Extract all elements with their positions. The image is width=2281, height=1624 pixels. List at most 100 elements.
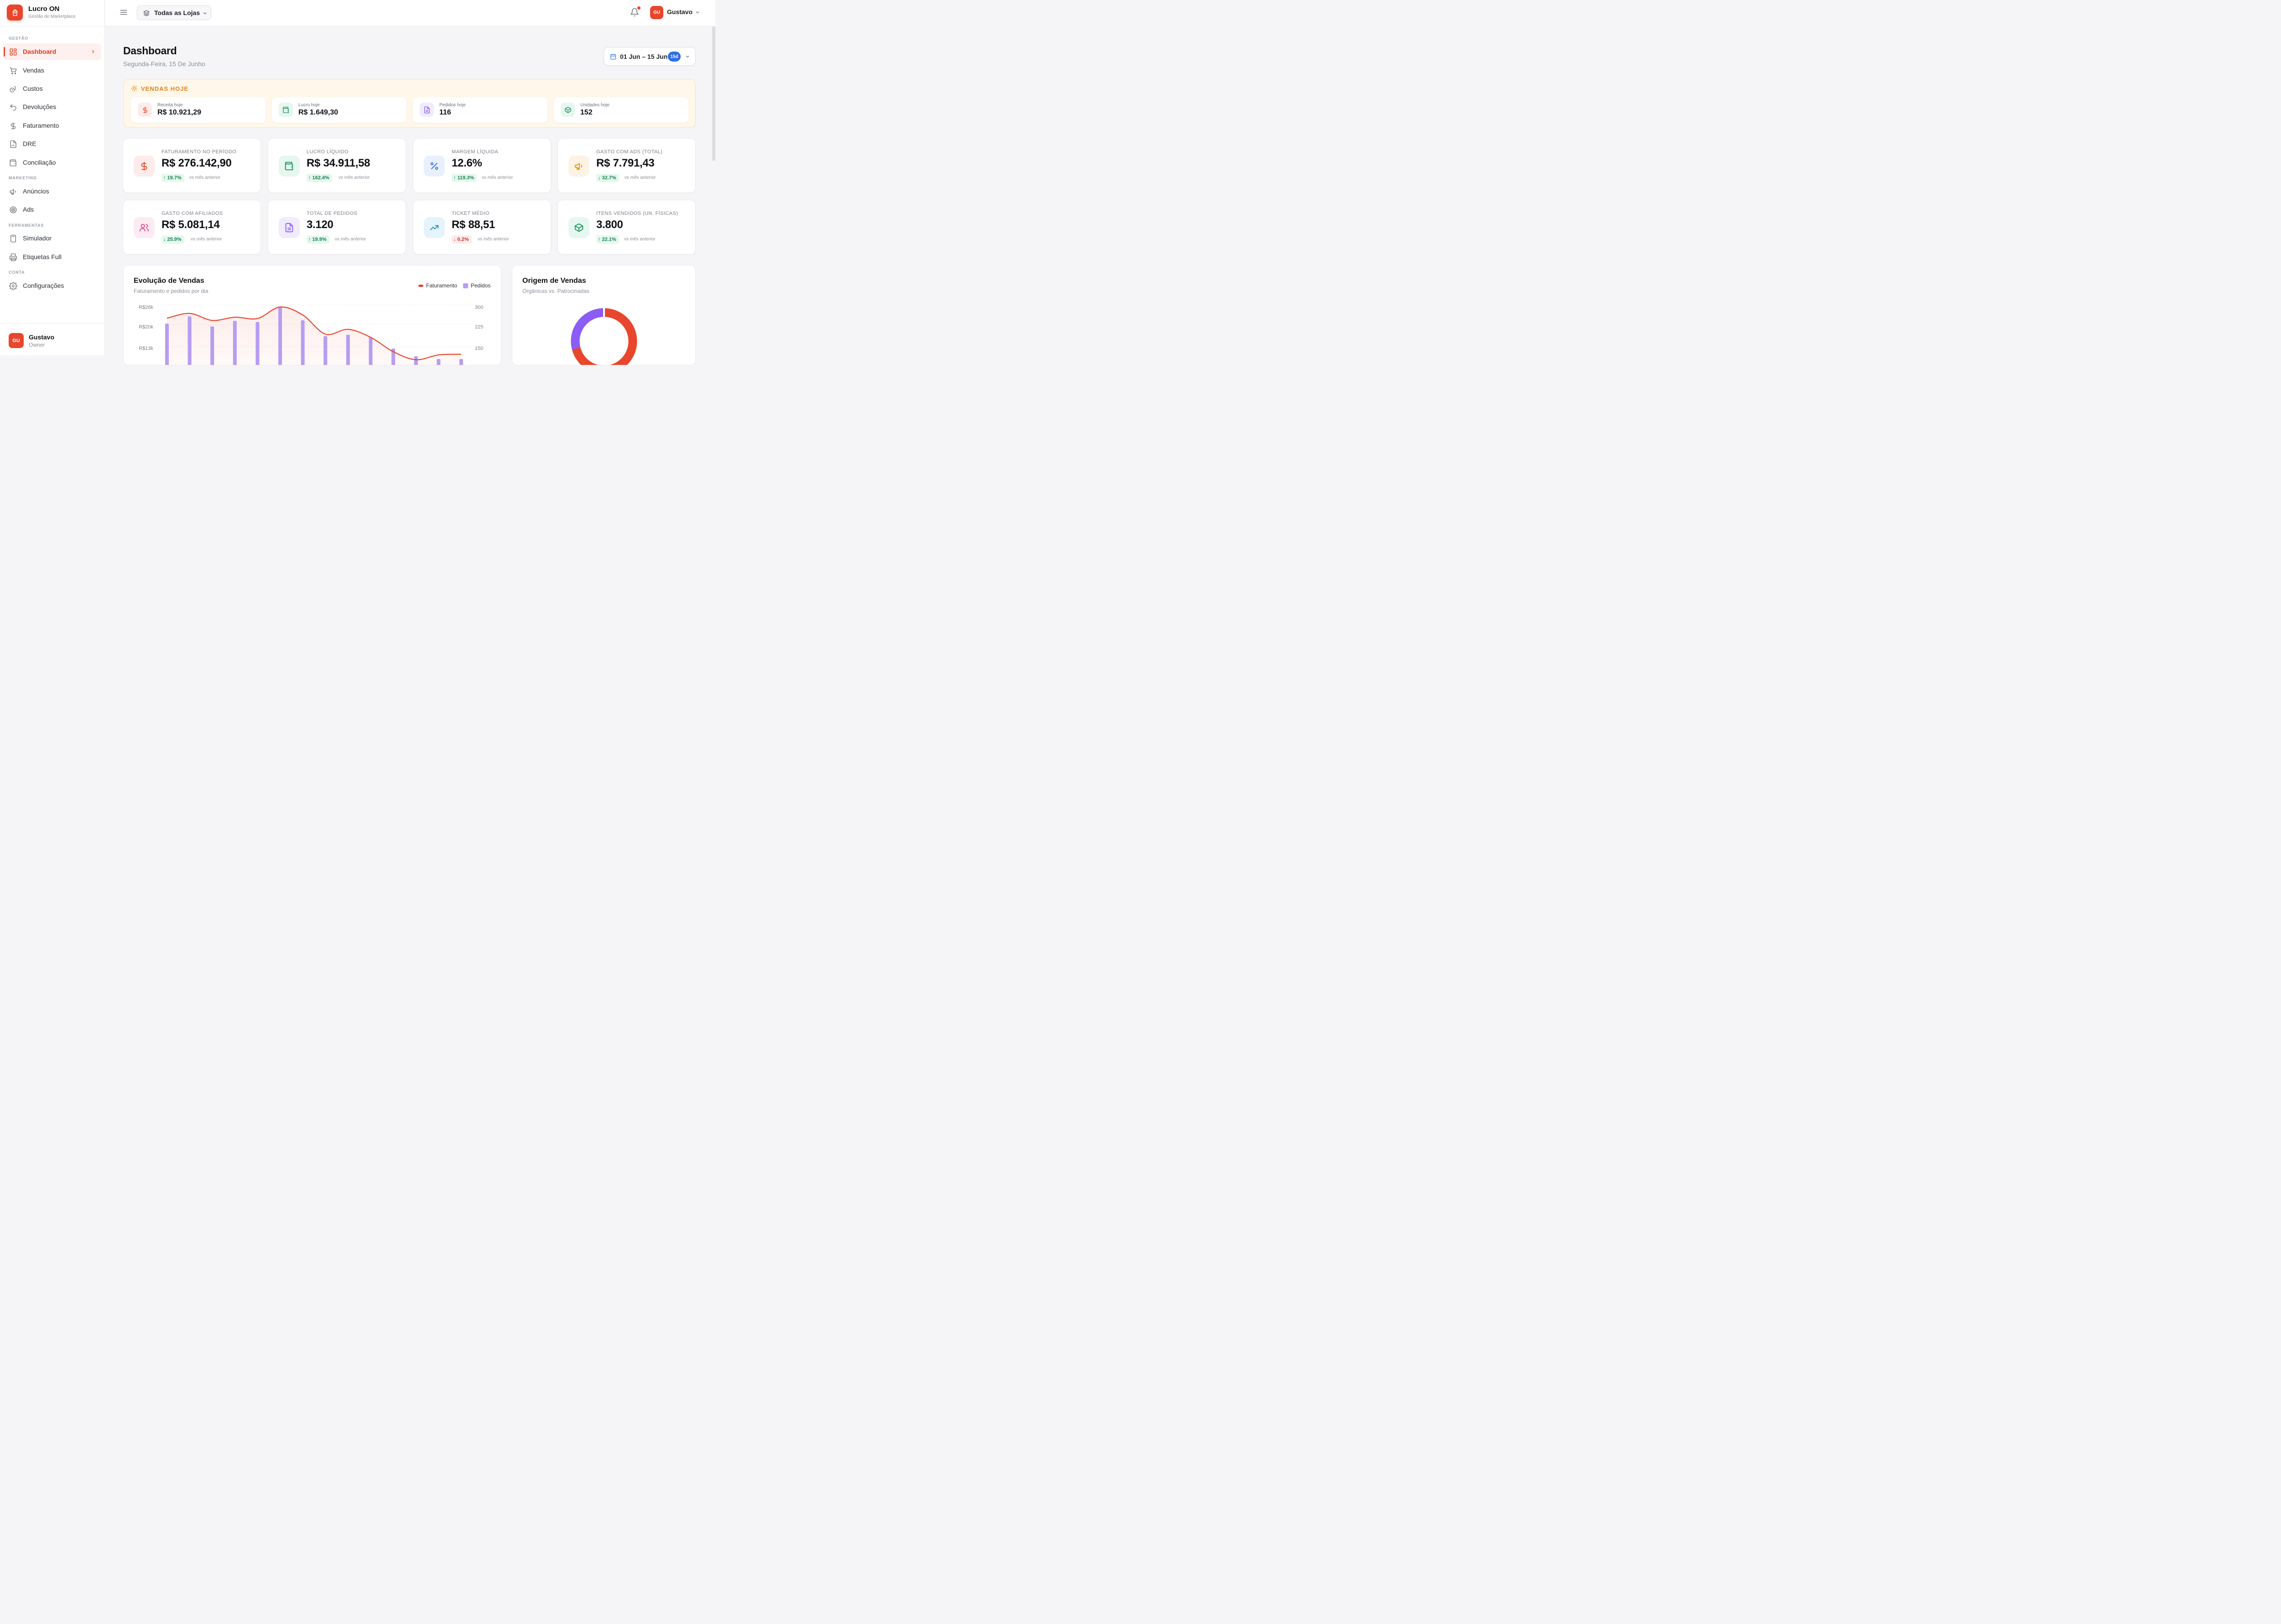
sidebar-user[interactable]: GU Gustavo Owner	[0, 323, 105, 355]
chevron-down-icon	[203, 12, 207, 15]
today-card-label: Receita hoje	[157, 103, 183, 108]
document-icon	[279, 217, 300, 238]
kpi-change-value: 0.2%	[457, 237, 469, 242]
sidebar-item-label: Faturamento	[23, 122, 59, 129]
sidebar-item-label: Dashboard	[23, 48, 57, 55]
sidebar-item-anuncios[interactable]: Anúncios	[4, 183, 101, 200]
kpi-change-value: 22.1%	[602, 237, 616, 242]
sidebar-item-label: Configurações	[23, 282, 64, 289]
arrow-up-icon: ↑	[308, 175, 311, 181]
bar-pedidos	[459, 359, 463, 365]
avatar[interactable]: GU	[650, 6, 663, 19]
chart-subtitle: Faturamento e pedidos por dia	[134, 288, 208, 294]
notification-dot	[637, 6, 641, 10]
megaphone-icon	[568, 156, 589, 177]
chart-title: Origem de Vendas	[522, 277, 586, 285]
sidebar-item-vendas[interactable]: Vendas	[4, 62, 101, 79]
box-icon	[561, 103, 575, 117]
kpi-change-value: 162.4%	[312, 175, 329, 181]
shopping-bag-icon	[7, 5, 23, 21]
chart-title: Evolução de Vendas	[134, 277, 204, 285]
hamburger-menu-icon[interactable]	[120, 8, 128, 16]
bar-pedidos	[210, 326, 214, 365]
users-icon	[134, 217, 155, 238]
store-select[interactable]: Todas as Lojas	[137, 5, 211, 20]
page-date: Segunda-Feira, 15 De Junho	[123, 60, 205, 68]
sidebar-item-simulador[interactable]: Simulador	[4, 230, 101, 247]
trend-up-icon	[424, 217, 445, 238]
legend-item-faturamento[interactable]: Faturamento	[418, 282, 457, 289]
kpi-value: R$ 88,51	[452, 219, 495, 231]
bar-pedidos	[369, 337, 373, 365]
user-menu-name[interactable]: Gustavo	[667, 8, 693, 16]
line-faturamento	[167, 306, 462, 360]
arrow-up-icon: ↑	[163, 175, 166, 181]
bell-icon[interactable]	[630, 8, 639, 17]
sidebar-item-faturamento[interactable]: Faturamento	[4, 117, 101, 134]
bar-pedidos	[233, 321, 237, 365]
kpi-change-value: 19.9%	[312, 237, 327, 242]
legend-swatch-box	[463, 283, 468, 288]
legend-label: Faturamento	[426, 282, 458, 289]
sidebar-item-configuracoes[interactable]: Configurações	[4, 277, 101, 294]
today-sales-panel: VENDAS HOJE Receita hoje R$ 10.921,29 Lu…	[123, 79, 696, 128]
report-icon	[10, 140, 16, 148]
today-card-units: Unidades hoje 152	[554, 97, 688, 123]
document-icon	[420, 103, 434, 117]
kpi-label: GASTO COM AFILIADOS	[161, 211, 223, 216]
calculator-icon	[10, 234, 16, 243]
sidebar-item-conciliacao[interactable]: Conciliação	[4, 154, 101, 171]
kpi-value: 3.800	[596, 219, 623, 231]
kpi-card-average-ticket: TICKET MÉDIO R$ 88,51 ↓ 0.2% vs mês anter…	[413, 200, 551, 255]
chevron-down-icon[interactable]	[695, 10, 700, 15]
grid-icon	[10, 48, 17, 56]
today-card-label: Unidades hoje	[580, 103, 609, 108]
legend-item-pedidos[interactable]: Pedidos	[463, 282, 490, 289]
sidebar-item-dre[interactable]: DRE	[4, 135, 101, 152]
printer-icon	[9, 253, 17, 261]
today-card-value: 116	[439, 109, 451, 116]
arrow-up-icon: ↑	[453, 175, 456, 181]
kpi-compare: vs mês anterior	[189, 175, 221, 180]
wallet-icon	[279, 156, 300, 177]
today-card-value: R$ 1.649,30	[298, 109, 339, 116]
today-card-label: Pedidos hoje	[439, 103, 466, 108]
left-axis-tick: R$20k	[139, 324, 153, 330]
dollar-icon	[134, 156, 155, 177]
kpi-value: R$ 5.081,14	[161, 219, 220, 231]
cart-icon	[10, 67, 17, 74]
arrow-up-icon: ↑	[598, 237, 601, 242]
page-scrollbar[interactable]	[712, 26, 715, 161]
sidebar-item-label: DRE	[23, 140, 36, 147]
brand-name: Lucro ON	[28, 5, 60, 13]
kpi-value: 3.120	[307, 219, 333, 231]
sidebar-item-label: Conciliação	[23, 159, 56, 166]
kpi-change-badge: ↑ 22.1%	[596, 235, 619, 244]
sidebar-item-ads[interactable]: Ads	[4, 201, 101, 218]
sidebar-item-etiquetas-full[interactable]: Etiquetas Full	[4, 249, 101, 265]
kpi-change-badge: ↓ 0.2%	[452, 235, 472, 244]
date-range-picker[interactable]: 01 Jun – 15 Jun 15d	[604, 47, 696, 66]
chevron-right-icon	[92, 50, 94, 53]
target-icon	[10, 206, 17, 213]
kpi-change-value: 25.9%	[167, 237, 182, 242]
user-role: Owner	[29, 342, 45, 348]
brand[interactable]: Lucro ON Gestão de Marketplace	[0, 0, 105, 26]
gear-icon	[9, 282, 17, 290]
dollar-icon	[10, 122, 16, 130]
chart-subtitle: Orgânicas vs. Patrocinadas	[522, 288, 589, 294]
avatar: GU	[9, 333, 24, 348]
sidebar-item-devolucoes[interactable]: Devoluções	[4, 99, 101, 115]
sales-evolution-chart: Evolução de Vendas Faturamento e pedidos…	[123, 265, 501, 365]
sidebar-item-custos[interactable]: Custos	[4, 80, 101, 97]
sidebar-item-label: Simulador	[23, 234, 52, 242]
nav-section-gestao: GESTÃO	[9, 36, 28, 41]
bar-pedidos	[323, 336, 328, 365]
sidebar-item-label: Anúncios	[23, 187, 49, 195]
kpi-label: ITENS VENDIDOS (UN. FÍSICAS)	[596, 211, 678, 216]
sidebar-item-dashboard[interactable]: Dashboard	[4, 43, 101, 60]
today-card-profit: Lucro hoje R$ 1.649,30	[272, 97, 406, 123]
sidebar-item-label: Ads	[23, 206, 34, 213]
right-axis-tick: 300	[475, 305, 483, 310]
brand-subtitle: Gestão de Marketplace	[28, 14, 76, 19]
